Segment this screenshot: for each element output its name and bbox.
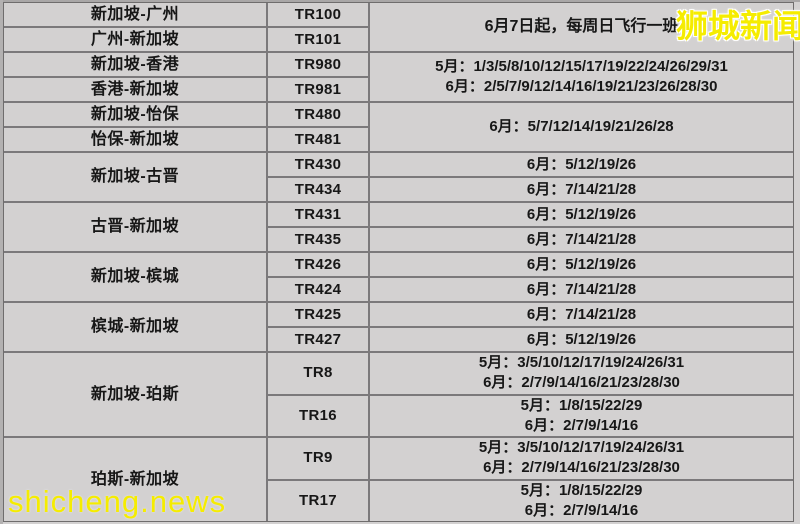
flight-number-cell-text: TR981 bbox=[294, 80, 342, 98]
left-edge-divider bbox=[0, 0, 3, 524]
schedule-cell-text: 6月：7/14/21/28 bbox=[526, 280, 637, 298]
route-cell: 新加坡-古晋 bbox=[4, 153, 266, 201]
route-cell-text: 香港-新加坡 bbox=[90, 80, 180, 98]
schedule-cell: 5月：3/5/10/12/17/19/24/26/31 6月：2/7/9/14/1… bbox=[370, 353, 793, 394]
flight-number-cell: TR16 bbox=[268, 395, 368, 436]
flight-number-cell: TR17 bbox=[268, 480, 368, 521]
route-cell-text: 新加坡-古晋 bbox=[90, 168, 180, 185]
flight-number-cell-text: TR425 bbox=[294, 305, 342, 323]
route-cell-text: 新加坡-槟城 bbox=[90, 268, 180, 285]
schedule-cell: 6月：7/14/21/28 bbox=[370, 303, 793, 326]
flight-number-cell-text: TR430 bbox=[294, 155, 342, 173]
schedule-cell: 6月7日起，每周日飞行一班 bbox=[370, 3, 793, 51]
route-cell-text: 珀斯-新加坡 bbox=[90, 470, 180, 488]
route-cell-text: 怡保-新加坡 bbox=[90, 130, 180, 148]
flight-number-cell-text: TR17 bbox=[299, 491, 337, 509]
schedule-cell-text: 6月：2/5/7/9/12/14/16/19/21/23/26/28/30 bbox=[445, 78, 718, 95]
route-cell: 古晋-新加坡 bbox=[4, 203, 266, 251]
flight-number-cell: TR431 bbox=[268, 203, 368, 226]
flight-number-cell-text: TR434 bbox=[294, 180, 342, 198]
flight-number-cell: TR8 bbox=[268, 353, 368, 394]
flight-number-cell: TR426 bbox=[268, 253, 368, 276]
schedule-cell-text: 6月：5/7/12/14/19/21/26/28 bbox=[489, 118, 674, 135]
flight-number-cell-text: TR9 bbox=[303, 449, 333, 467]
flight-number-cell: TR425 bbox=[268, 303, 368, 326]
flight-number-cell: TR980 bbox=[268, 53, 368, 76]
schedule-cell-text: 6月：5/12/19/26 bbox=[526, 155, 637, 173]
route-cell: 香港-新加坡 bbox=[4, 78, 266, 101]
route-cell-text: 广州-新加坡 bbox=[90, 30, 180, 48]
route-cell-text: 槟城-新加坡 bbox=[90, 318, 180, 335]
schedule-cell-text: 5月：1/3/5/8/10/12/15/17/19/22/24/26/29/31 bbox=[435, 58, 728, 75]
schedule-cell-text: 6月：7/14/21/28 bbox=[526, 305, 637, 323]
schedule-cell: 6月：7/14/21/28 bbox=[370, 278, 793, 301]
route-cell: 怡保-新加坡 bbox=[4, 128, 266, 151]
flight-number-cell-text: TR427 bbox=[294, 330, 342, 348]
schedule-cell-text: 6月：7/14/21/28 bbox=[526, 230, 637, 248]
flight-schedule-table: 新加坡-广州 广州-新加坡 新加坡-香港 香港-新加坡 新加坡-怡保 怡保-新加坡 新加坡-… bbox=[3, 2, 794, 522]
schedule-cell-text: 6月7日起，每周日飞行一班 bbox=[484, 18, 679, 35]
top-edge-divider bbox=[0, 0, 800, 2]
schedule-cell-text: 6月：7/14/21/28 bbox=[526, 180, 637, 198]
schedule-cell-text: 6月：5/12/19/26 bbox=[526, 255, 637, 273]
flight-number-cell: TR480 bbox=[268, 103, 368, 126]
flight-number-cell: TR430 bbox=[268, 153, 368, 176]
flight-number-cell-text: TR100 bbox=[294, 5, 342, 23]
flight-number-cell-text: TR16 bbox=[299, 406, 337, 424]
route-cell: 槟城-新加坡 bbox=[4, 303, 266, 351]
schedule-cell-text: 6月：2/7/9/14/16/21/23/28/30 bbox=[483, 374, 680, 392]
route-cell: 新加坡-广州 bbox=[4, 3, 266, 26]
schedule-cell-text: 6月：2/7/9/14/16/21/23/28/30 bbox=[483, 459, 680, 477]
route-cell: 广州-新加坡 bbox=[4, 28, 266, 51]
schedule-cell-text: 5月：1/8/15/22/29 bbox=[520, 396, 643, 414]
schedule-cell: 6月：5/12/19/26 bbox=[370, 153, 793, 176]
schedule-cell-text: 6月：2/7/9/14/16 bbox=[524, 501, 639, 519]
route-cell-text: 新加坡-香港 bbox=[90, 55, 180, 73]
flight-number-cell: TR100 bbox=[268, 3, 368, 26]
flight-number-cell-text: TR426 bbox=[294, 255, 342, 273]
schedule-cell-text: 5月：3/5/10/12/17/19/24/26/31 bbox=[478, 354, 685, 372]
flight-number-cell: TR435 bbox=[268, 228, 368, 251]
schedule-cell: 5月：3/5/10/12/17/19/24/26/31 6月：2/7/9/14/1… bbox=[370, 438, 793, 479]
flight-number-cell-text: TR101 bbox=[294, 30, 342, 48]
schedule-cell-text: 6月：5/12/19/26 bbox=[526, 330, 637, 348]
schedule-cell: 6月：5/12/19/26 bbox=[370, 328, 793, 351]
flight-number-cell-text: TR424 bbox=[294, 280, 342, 298]
schedule-cell: 6月：7/14/21/28 bbox=[370, 178, 793, 201]
schedule-cell-text: 6月：5/12/19/26 bbox=[526, 205, 637, 223]
schedule-cell: 5月：1/8/15/22/29 6月：2/7/9/14/16 bbox=[370, 395, 793, 436]
flight-number-cell: TR981 bbox=[268, 78, 368, 101]
flight-number-cell-text: TR8 bbox=[303, 364, 333, 382]
route-cell: 新加坡-怡保 bbox=[4, 103, 266, 126]
route-cell-text: 古晋-新加坡 bbox=[90, 218, 180, 235]
flight-number-cell-text: TR431 bbox=[294, 205, 342, 223]
schedule-cell-text: 5月：1/8/15/22/29 bbox=[520, 481, 643, 499]
flight-number-cell: TR9 bbox=[268, 438, 368, 479]
schedule-cell-text: 6月：2/7/9/14/16 bbox=[524, 416, 639, 434]
route-cell: 新加坡-珀斯 bbox=[4, 353, 266, 436]
flight-number-cell: TR427 bbox=[268, 328, 368, 351]
schedule-cell: 6月：5/12/19/26 bbox=[370, 253, 793, 276]
schedule-cell-text: 5月：3/5/10/12/17/19/24/26/31 bbox=[478, 439, 685, 457]
schedule-cell: 6月：5/12/19/26 bbox=[370, 203, 793, 226]
route-cell-text: 新加坡-珀斯 bbox=[90, 385, 180, 403]
flight-number-cell-text: TR980 bbox=[294, 55, 342, 73]
flight-number-cell: TR481 bbox=[268, 128, 368, 151]
route-cell-text: 新加坡-广州 bbox=[90, 5, 180, 23]
schedule-cell: 6月：5/7/12/14/19/21/26/28 bbox=[370, 103, 793, 151]
flight-number-cell: TR424 bbox=[268, 278, 368, 301]
flight-number-cell: TR434 bbox=[268, 178, 368, 201]
route-cell-text: 新加坡-怡保 bbox=[90, 105, 180, 123]
route-cell: 新加坡-香港 bbox=[4, 53, 266, 76]
flight-number-cell-text: TR481 bbox=[294, 130, 342, 148]
flight-number-cell-text: TR435 bbox=[294, 230, 342, 248]
schedule-cell: 6月：7/14/21/28 bbox=[370, 228, 793, 251]
flight-number-cell: TR101 bbox=[268, 28, 368, 51]
schedule-cell: 5月：1/3/5/8/10/12/15/17/19/22/24/26/29/31… bbox=[370, 53, 793, 101]
flight-number-cell-text: TR480 bbox=[294, 105, 342, 123]
schedule-cell: 5月：1/8/15/22/29 6月：2/7/9/14/16 bbox=[370, 480, 793, 521]
route-cell: 新加坡-槟城 bbox=[4, 253, 266, 301]
route-cell: 珀斯-新加坡 bbox=[4, 438, 266, 521]
